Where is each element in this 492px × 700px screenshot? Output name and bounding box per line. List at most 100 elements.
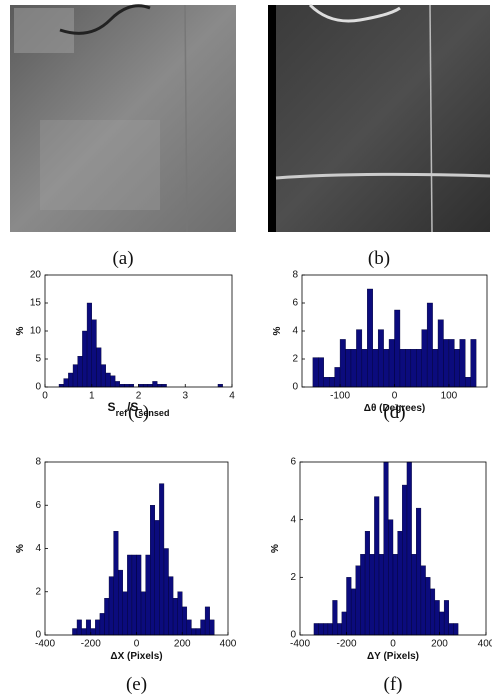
bar — [147, 384, 153, 388]
x-tick-label: 200 — [174, 639, 191, 650]
y-tick-label: 0 — [35, 630, 41, 641]
x-tick-label: -200 — [81, 639, 101, 650]
bar — [364, 531, 370, 636]
bar — [323, 623, 329, 636]
bar — [204, 606, 210, 636]
bar — [443, 339, 450, 388]
bar — [434, 600, 440, 636]
bar — [454, 349, 460, 388]
bar — [127, 554, 133, 636]
bar — [318, 357, 324, 388]
bar — [346, 577, 352, 636]
bar — [437, 319, 444, 388]
bar — [459, 339, 466, 388]
x-tick-label: 0 — [390, 639, 396, 650]
bar — [163, 548, 169, 636]
bar — [426, 302, 433, 388]
x-tick-label: 4 — [229, 391, 235, 402]
bar — [200, 619, 206, 636]
bar — [334, 367, 341, 388]
x-axis-label: Δθ (Degrees) — [364, 403, 426, 414]
x-axis-label-part: ref — [116, 408, 129, 418]
bar — [90, 628, 96, 636]
bar — [77, 356, 83, 388]
bar — [154, 520, 160, 636]
x-tick-label: 2 — [136, 391, 142, 402]
y-tick-label: 6 — [290, 457, 296, 468]
bar — [355, 565, 361, 636]
bar — [156, 384, 163, 388]
caption: (b) — [368, 248, 390, 269]
bar — [152, 381, 158, 388]
bar — [374, 496, 380, 636]
image-b — [268, 3, 491, 233]
x-tick-label: 100 — [441, 391, 458, 402]
bar — [63, 378, 69, 388]
bar — [345, 349, 352, 388]
bar — [110, 375, 116, 388]
image-a — [10, 4, 236, 233]
y-tick-label: 4 — [35, 543, 41, 554]
bar — [378, 554, 384, 636]
bar — [182, 606, 188, 636]
y-tick-label: 0 — [292, 382, 298, 393]
bar — [411, 554, 417, 636]
x-axis-label: ΔY (Pixels) — [367, 651, 419, 662]
bar — [177, 591, 183, 636]
bar — [377, 329, 384, 388]
bar — [128, 384, 135, 388]
bar — [421, 329, 428, 388]
bar — [392, 554, 398, 636]
bar — [72, 364, 78, 388]
bar — [453, 623, 459, 636]
bar — [397, 531, 403, 636]
bar — [470, 339, 477, 388]
x-tick-label: 3 — [182, 391, 188, 402]
bar — [383, 349, 390, 388]
bar — [402, 484, 408, 636]
bar — [332, 600, 338, 636]
bar — [399, 349, 406, 388]
bar — [117, 569, 123, 636]
bar — [82, 330, 88, 388]
bar — [394, 309, 401, 388]
bar — [425, 577, 431, 636]
y-tick-label: 6 — [292, 298, 298, 309]
caption: (e) — [126, 674, 147, 695]
bar — [329, 377, 335, 388]
x-tick-label: 400 — [220, 639, 237, 650]
bar — [86, 302, 92, 388]
bar — [350, 588, 356, 636]
y-tick-label: 6 — [35, 500, 41, 511]
x-axis-label-part: sensed — [138, 408, 169, 418]
y-axis-label: % — [15, 326, 26, 335]
bar — [448, 339, 455, 388]
y-tick-label: 5 — [35, 354, 41, 365]
bar — [430, 588, 436, 636]
y-tick-label: 2 — [292, 354, 298, 365]
bar — [195, 628, 201, 636]
bar — [367, 288, 373, 388]
y-tick-label: 10 — [30, 326, 42, 337]
bar — [85, 619, 91, 636]
bar — [119, 384, 125, 388]
bar — [114, 381, 120, 388]
x-tick-label: 200 — [431, 639, 448, 650]
x-axis-label: ΔX (Pixels) — [110, 651, 162, 662]
x-axis-label-part: /S — [127, 400, 138, 414]
bar — [432, 349, 439, 388]
caption: (d) — [383, 402, 405, 423]
bar — [96, 347, 102, 388]
x-tick-label: 400 — [478, 639, 492, 650]
bar — [99, 613, 105, 636]
bar — [416, 349, 422, 388]
bar — [327, 623, 333, 636]
bar — [76, 619, 82, 636]
bar — [168, 576, 174, 636]
bar — [217, 384, 223, 388]
bar — [388, 339, 395, 388]
y-tick-label: 0 — [290, 630, 296, 641]
bar — [150, 505, 156, 636]
y-axis-label: % — [270, 544, 281, 553]
y-tick-label: 8 — [292, 270, 298, 281]
